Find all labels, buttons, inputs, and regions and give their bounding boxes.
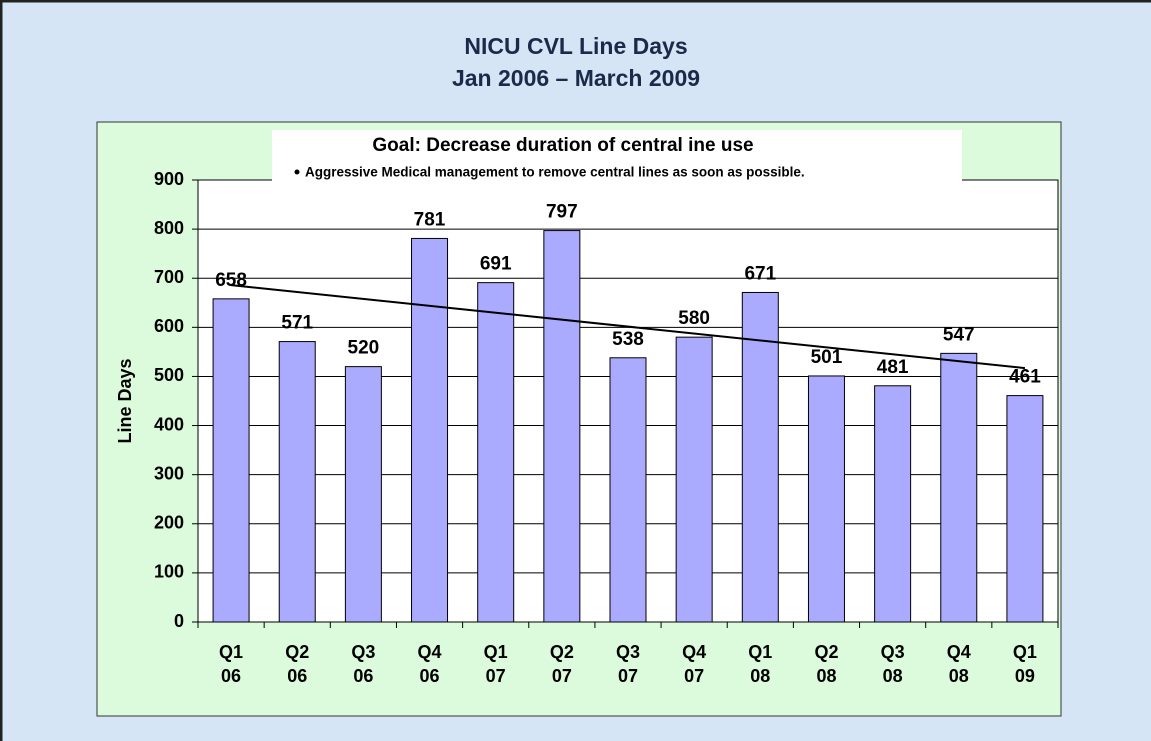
x-tick-label: Q4 07 bbox=[682, 642, 707, 686]
bar bbox=[543, 230, 581, 623]
y-axis-label: Line Days bbox=[115, 358, 135, 443]
bar bbox=[1006, 395, 1044, 623]
x-tick-label: Q1 07 bbox=[483, 642, 508, 686]
bullet bbox=[294, 169, 300, 175]
annotation-bullet: Aggressive Medical management to remove … bbox=[305, 165, 805, 180]
bar bbox=[675, 336, 713, 623]
y-tick-label: 500 bbox=[154, 365, 184, 385]
x-tick-label: Q3 06 bbox=[351, 642, 376, 686]
chart-title: NICU CVL Line Days bbox=[464, 33, 687, 59]
x-tick-label: Q1 06 bbox=[219, 642, 244, 686]
x-tick-label: Q1 08 bbox=[748, 642, 773, 686]
data-label: 481 bbox=[877, 357, 909, 378]
bar bbox=[609, 357, 647, 623]
bar bbox=[874, 385, 912, 623]
data-label: 781 bbox=[414, 209, 446, 230]
y-tick-label: 700 bbox=[154, 267, 184, 287]
bar bbox=[477, 282, 515, 623]
trend-line bbox=[230, 284, 1026, 370]
y-tick-label: 300 bbox=[154, 463, 184, 483]
y-tick-label: 100 bbox=[154, 562, 184, 582]
x-tick-label: Q2 06 bbox=[285, 642, 310, 686]
data-label: 580 bbox=[678, 308, 710, 329]
bar bbox=[411, 237, 449, 623]
x-tick-label: Q3 07 bbox=[615, 642, 640, 686]
x-tick-label: Q3 08 bbox=[880, 642, 905, 686]
annotation: Goal: Decrease duration of central ine u… bbox=[372, 135, 753, 156]
data-label: 520 bbox=[348, 338, 380, 359]
data-label: 691 bbox=[480, 254, 512, 275]
y-tick-label: 200 bbox=[154, 513, 184, 533]
data-label: 671 bbox=[744, 263, 776, 284]
data-label: 797 bbox=[546, 202, 578, 223]
data-label: 658 bbox=[215, 270, 247, 291]
chart-subtitle: Jan 2006 – March 2009 bbox=[452, 65, 700, 91]
data-label: 501 bbox=[811, 347, 843, 368]
y-tick-label: 900 bbox=[154, 169, 184, 189]
data-label: 571 bbox=[281, 313, 313, 334]
x-tick-label: Q2 07 bbox=[549, 642, 574, 686]
bar bbox=[741, 291, 779, 623]
data-label: 538 bbox=[612, 329, 644, 350]
bar bbox=[344, 366, 382, 623]
x-tick-label: Q4 08 bbox=[946, 642, 971, 686]
y-tick-label: 600 bbox=[154, 316, 184, 336]
y-tick-label: 800 bbox=[154, 218, 184, 238]
annotation-box bbox=[272, 130, 962, 182]
x-tick-label: Q1 09 bbox=[1012, 642, 1037, 686]
x-tick-label: Q4 06 bbox=[417, 642, 442, 686]
bar bbox=[212, 298, 250, 623]
y-tick-label: 0 bbox=[174, 611, 184, 631]
data-label: 461 bbox=[1009, 367, 1041, 388]
bar bbox=[940, 352, 978, 623]
x-tick-label: Q2 08 bbox=[814, 642, 839, 686]
bar bbox=[278, 341, 316, 623]
y-tick-label: 400 bbox=[154, 414, 184, 434]
data-label: 547 bbox=[943, 324, 975, 345]
bar bbox=[807, 375, 845, 623]
